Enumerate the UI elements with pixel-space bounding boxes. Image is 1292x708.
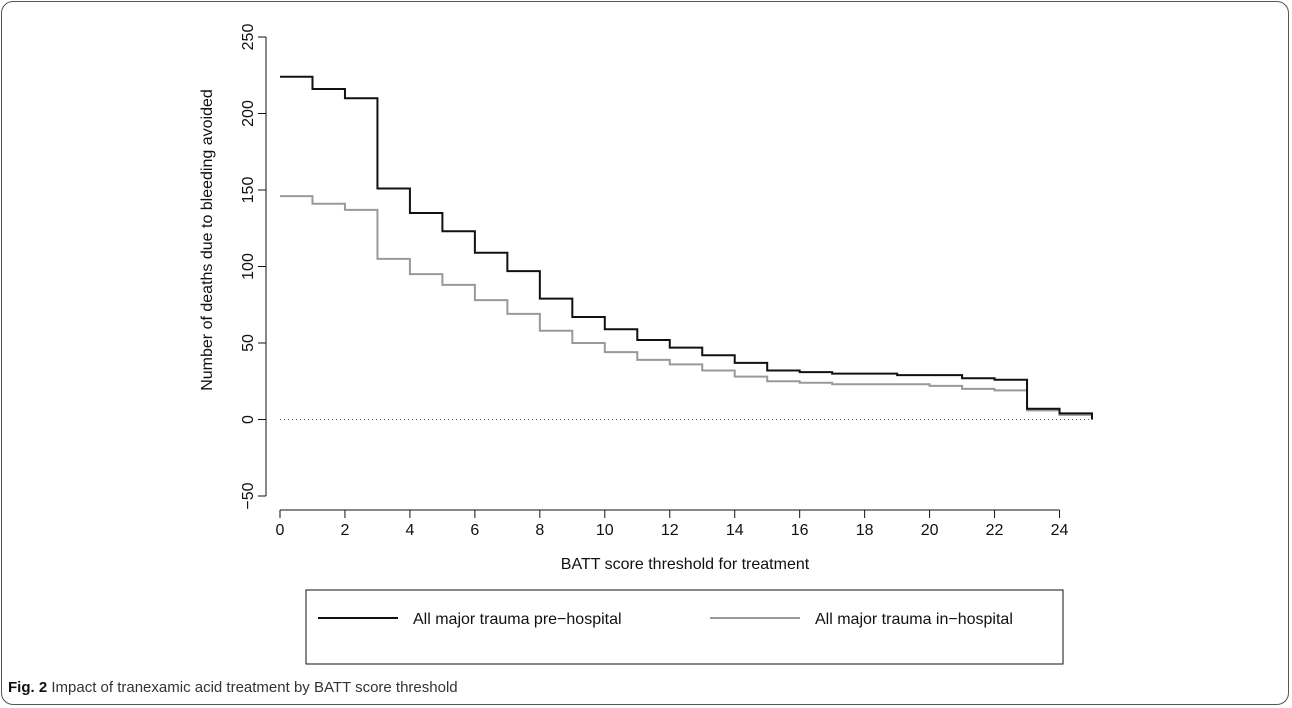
x-tick-label: 24 (1051, 522, 1069, 539)
legend-label-1: All major trauma pre−hospital (413, 611, 622, 628)
y-tick-label: 50 (240, 334, 257, 352)
x-tick-label: 6 (470, 522, 479, 539)
caption-label: Fig. 2 (8, 679, 48, 696)
y-tick-label: 200 (240, 100, 257, 127)
y-tick-label: −50 (240, 482, 257, 509)
x-tick-label: 12 (661, 522, 679, 539)
y-tick-label: 100 (240, 253, 257, 280)
y-tick-label: 150 (240, 177, 257, 204)
x-tick-label: 10 (596, 522, 614, 539)
y-tick-label: 250 (240, 24, 257, 51)
caption-text: Impact of tranexamic acid treatment by B… (51, 679, 458, 696)
x-tick-label: 16 (791, 522, 809, 539)
x-tick-label: 18 (856, 522, 874, 539)
x-tick-label: 8 (535, 522, 544, 539)
x-tick-label: 2 (341, 522, 350, 539)
series-line-1 (280, 75, 1093, 420)
x-axis-label: BATT score threshold for treatment (561, 556, 810, 573)
x-axis: 0 2 4 6 8 10 12 14 16 18 20 22 24 (276, 509, 1069, 539)
x-tick-label: 22 (986, 522, 1004, 539)
y-axis: −50 0 50 100 150 200 250 (240, 24, 267, 510)
x-tick-label: 20 (921, 522, 939, 539)
series-line-2 (280, 195, 1093, 420)
y-tick-label: 0 (240, 415, 257, 424)
legend-label-2: All major trauma in−hospital (815, 611, 1013, 628)
figure-caption: Fig. 2 Impact of tranexamic acid treatme… (8, 679, 458, 696)
series-layer (280, 75, 1093, 420)
x-tick-label: 0 (276, 522, 285, 539)
y-axis-label: Number of deaths due to bleeding avoided (199, 89, 216, 391)
x-tick-label: 4 (405, 522, 414, 539)
legend-box (305, 589, 1064, 665)
x-tick-label: 14 (726, 522, 744, 539)
legend: All major trauma pre−hospital All major t… (305, 589, 1064, 665)
